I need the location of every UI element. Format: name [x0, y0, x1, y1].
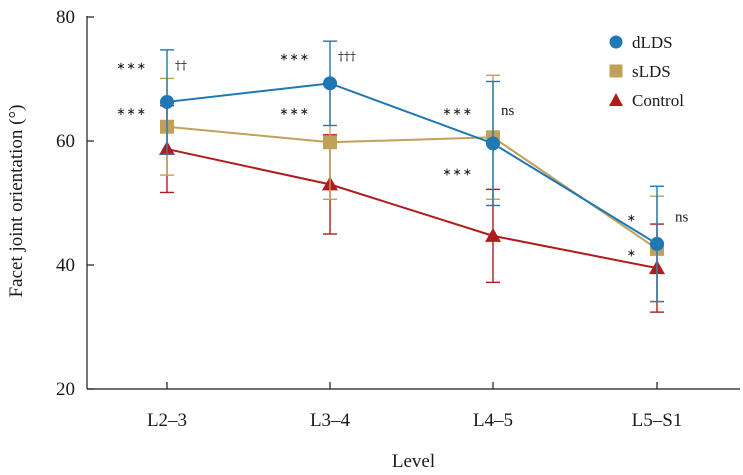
legend: dLDS sLDS Control	[609, 33, 684, 110]
series-line-slds	[166, 125, 658, 250]
x-tick-label: L5–S1	[632, 410, 683, 431]
x-tick-label: L2–3	[147, 410, 187, 431]
significance-annotation: ∗	[627, 212, 637, 225]
y-tick-label: 20	[56, 379, 75, 400]
y-tick-label: 40	[56, 255, 75, 276]
data-point-control	[485, 227, 501, 242]
series-layer	[159, 40, 665, 313]
data-point-slds	[323, 135, 337, 150]
significance-annotation: ∗∗∗	[442, 105, 473, 118]
significance-annotation: ns	[501, 103, 515, 119]
y-axis-title: Facet joint orientation (°)	[6, 105, 27, 298]
data-point-dlds	[323, 76, 337, 91]
significance-annotation: †††	[338, 49, 356, 63]
data-point-dlds	[160, 94, 174, 109]
legend-marker-control	[609, 93, 623, 106]
data-point-dlds	[486, 136, 500, 151]
legend-label-slds: sLDS	[632, 62, 671, 81]
x-tick-label: L4–5	[473, 410, 513, 431]
annotations: ∗∗∗ ††∗∗∗∗∗∗ †††∗∗∗ ∗∗∗ ns∗∗∗∗ ns∗	[116, 49, 688, 259]
legend-label-dlds: dLDS	[632, 33, 673, 52]
significance-annotation: ns	[675, 210, 689, 226]
legend-marker-dlds	[609, 35, 623, 49]
significance-annotation: ∗∗∗	[442, 166, 473, 179]
series-dlds	[160, 40, 664, 303]
x-tick-label: L3–4	[310, 410, 351, 431]
y-tick-label: 80	[56, 7, 75, 28]
significance-annotation: ∗∗∗	[116, 105, 147, 118]
data-point-dlds	[650, 236, 664, 251]
legend-label-control: Control	[632, 91, 684, 110]
x-axis-title: Level	[392, 451, 435, 472]
significance-annotation: ∗∗∗	[279, 50, 310, 63]
significance-annotation: ∗∗∗	[116, 60, 147, 73]
y-tick-label: 60	[56, 131, 75, 152]
axes: 20 40 60 80 L2–3 L3–4 L4–5 L5–S1 Level Facet join…	[6, 7, 740, 472]
series-control	[159, 104, 665, 313]
series-line-control	[166, 148, 658, 270]
series-slds	[160, 74, 664, 303]
legend-marker-slds	[609, 64, 623, 78]
series-line-dlds	[166, 82, 658, 245]
significance-annotation: ∗	[627, 246, 637, 259]
significance-annotation: ††	[175, 59, 187, 73]
significance-annotation: ∗∗∗	[279, 105, 310, 118]
